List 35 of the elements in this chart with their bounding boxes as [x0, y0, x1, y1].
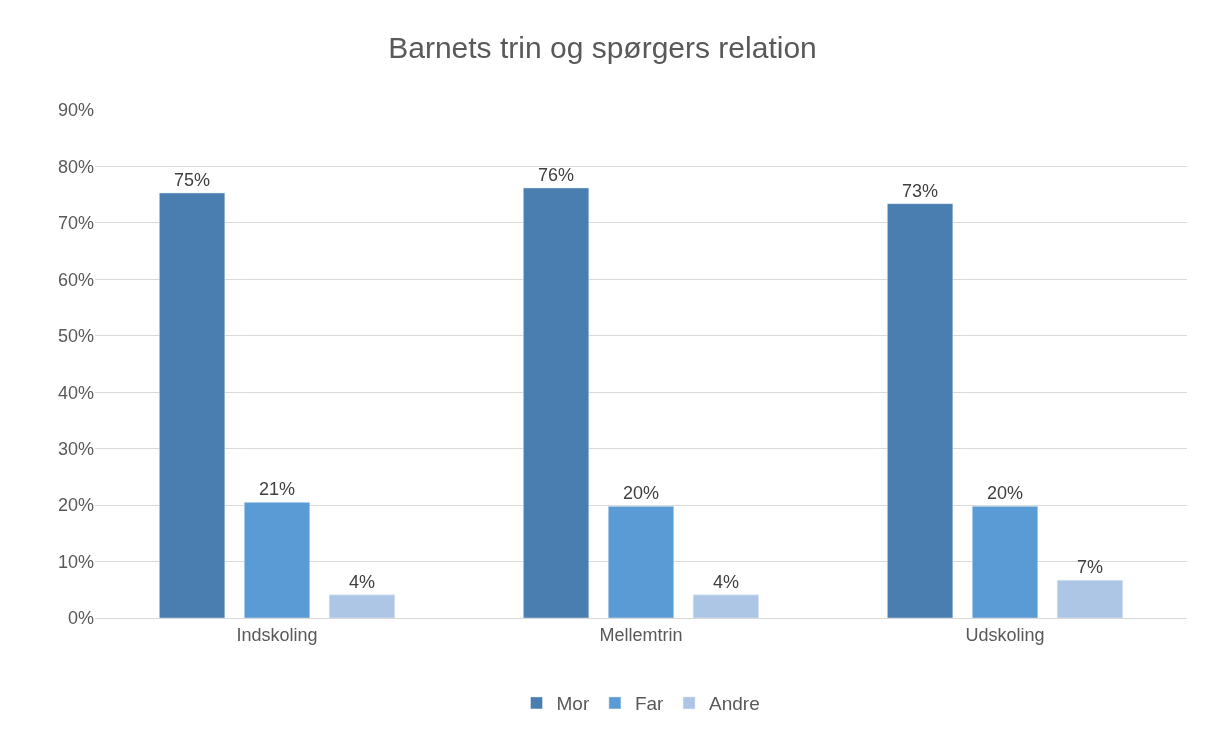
data-label: 75%: [174, 169, 211, 190]
data-label: 21%: [258, 479, 296, 500]
legend-label: Mor: [556, 693, 590, 715]
data-label: 73%: [902, 180, 939, 201]
legend-label: Andre: [709, 693, 760, 715]
bar: [692, 594, 759, 618]
x-tick-label: Mellemtrin: [599, 624, 683, 645]
bar: [887, 203, 954, 618]
bar: [328, 594, 395, 618]
bar: [523, 187, 590, 618]
y-tick-label: 70%: [57, 213, 94, 234]
bar: [607, 505, 675, 618]
data-label: 76%: [538, 164, 575, 185]
y-tick-label: 80%: [57, 156, 94, 177]
data-label: 4%: [348, 571, 375, 592]
y-tick-label: 60%: [57, 269, 94, 290]
bar: [159, 192, 226, 618]
y-tick-label: 20%: [57, 495, 94, 516]
y-tick-label: 10%: [57, 551, 94, 572]
y-tick-label: 30%: [57, 438, 94, 459]
bar: [243, 502, 311, 618]
legend-label: Far: [634, 693, 665, 715]
y-tick-label: 90%: [57, 100, 94, 121]
y-tick-label: 40%: [57, 382, 94, 403]
data-label: 20%: [622, 483, 660, 504]
data-label: 20%: [986, 483, 1024, 504]
bar: [1056, 579, 1123, 618]
y-tick-label: 0%: [67, 608, 94, 629]
chart-title: Barnets trin og spørgers relation: [388, 30, 817, 64]
x-tick-label: Udskoling: [965, 624, 1045, 645]
data-label: 7%: [1076, 557, 1103, 578]
y-tick-label: 50%: [57, 326, 94, 347]
x-tick-label: Indskoling: [236, 624, 318, 645]
data-label: 4%: [712, 571, 739, 592]
bar: [971, 505, 1039, 618]
